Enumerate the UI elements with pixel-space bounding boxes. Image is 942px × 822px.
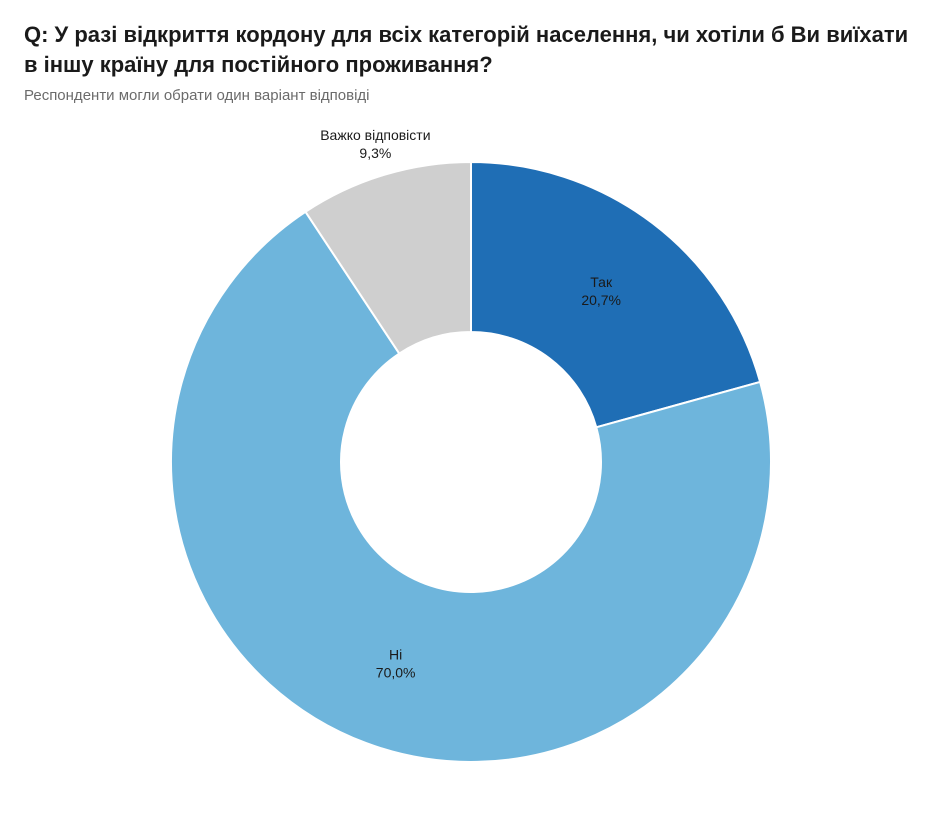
slice-value-0: 20,7% [581,292,621,308]
slice-value-1: 70,0% [376,665,416,681]
chart-title: Q: У разі відкриття кордону для всіх кат… [24,20,918,79]
slice-label-0: Так [590,274,613,290]
donut-chart: Так 20,7% Ні 70,0% Важко відповісти 9,3% [131,122,811,802]
slice-label-1: Ні [389,647,402,663]
chart-container: Так 20,7% Ні 70,0% Важко відповісти 9,3% [24,122,918,802]
slice-label-2: Важко відповісти [320,127,430,143]
chart-subtitle: Респонденти могли обрати один варіант ві… [24,87,918,104]
slice-value-2: 9,3% [359,145,391,161]
